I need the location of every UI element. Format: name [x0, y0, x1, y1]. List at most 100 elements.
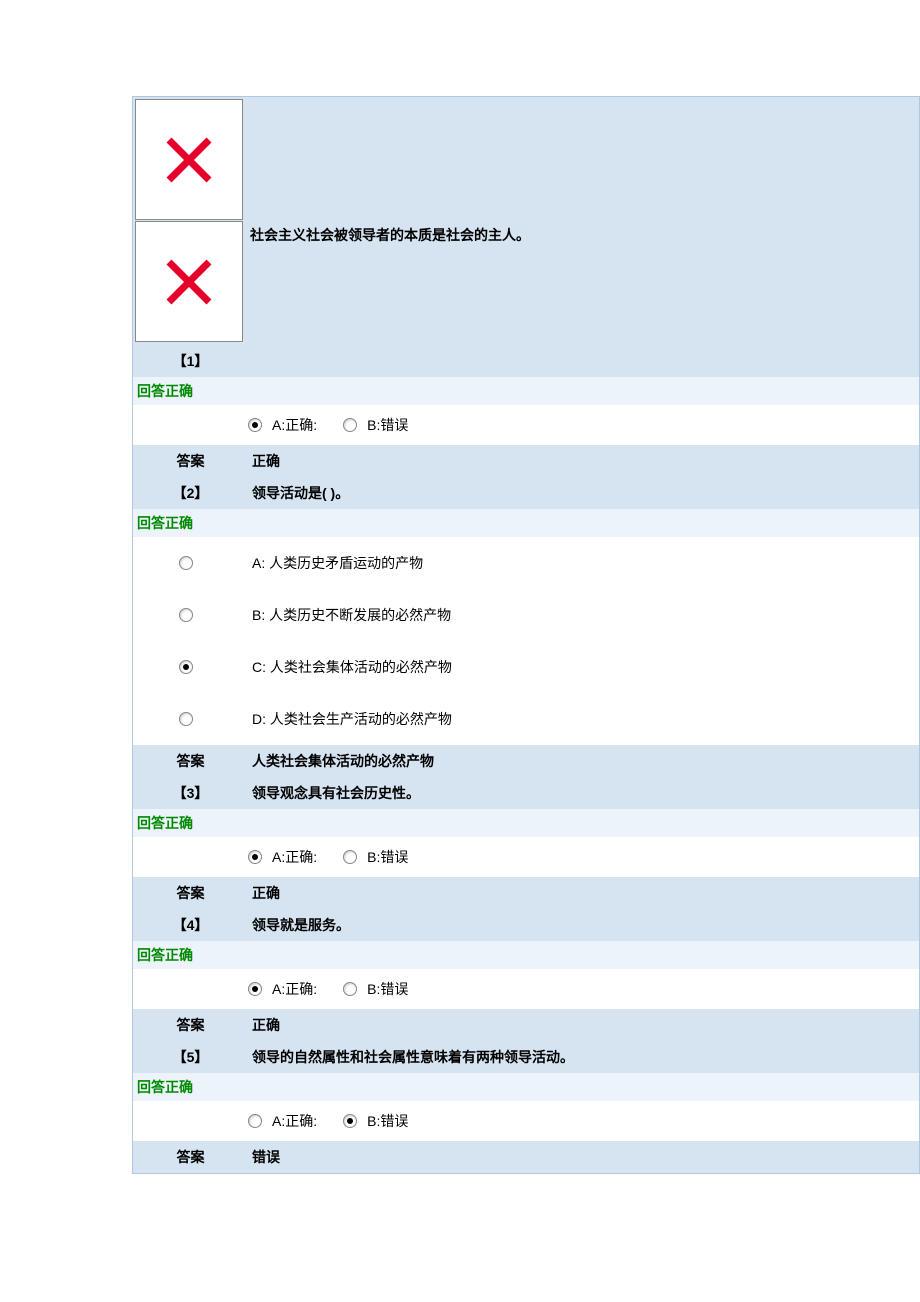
answer-label: 答案 — [133, 877, 248, 909]
q2-option-a-radio — [133, 553, 248, 573]
q2-option-b-text: B: 人类历史不断发展的必然产物 — [248, 605, 919, 625]
q4-answer-value: 正确 — [248, 1009, 919, 1041]
q2-answer-value: 人类社会集体活动的必然产物 — [248, 745, 919, 777]
q2-option-a-row[interactable]: A: 人类历史矛盾运动的产物 — [133, 537, 919, 589]
q1-options: A:正确: B:错误 — [248, 415, 919, 435]
q3-result: 回答正确 — [137, 815, 193, 831]
q2-option-d-text: D: 人类社会生产活动的必然产物 — [248, 709, 919, 729]
q3-answer-row: 答案 正确 — [133, 877, 919, 909]
q4-option-b-label: B:错误 — [367, 979, 408, 999]
q3-option-b-label: B:错误 — [367, 847, 408, 867]
question-1-number: 【1】 — [133, 345, 248, 377]
answer-label: 答案 — [133, 1141, 248, 1173]
radio-icon — [343, 418, 357, 432]
q5-answer-row: 答案 错误 — [133, 1141, 919, 1173]
q2-result-row: 回答正确 — [133, 509, 919, 537]
q1-result-row: 回答正确 — [133, 377, 919, 405]
q1-answer-value: 正确 — [248, 445, 919, 477]
q3-text: 领导观念具有社会历史性。 — [248, 777, 919, 809]
answer-label: 答案 — [133, 445, 248, 477]
radio-icon — [343, 850, 357, 864]
header-left-column: 【1】 — [133, 97, 248, 377]
x-icon — [161, 254, 217, 310]
x-icon — [161, 132, 217, 188]
q3-options: A:正确: B:错误 — [248, 847, 919, 867]
answer-label: 答案 — [133, 1009, 248, 1041]
q1-option-b[interactable]: B:错误 — [343, 415, 408, 435]
q4-options: A:正确: B:错误 — [248, 979, 919, 999]
q5-option-b-label: B:错误 — [367, 1111, 408, 1131]
q2-text: 领导活动是( )。 — [248, 477, 919, 509]
q5-answer-value: 错误 — [248, 1141, 919, 1173]
q2-number: 【2】 — [133, 477, 248, 509]
q1-options-row: A:正确: B:错误 — [133, 405, 919, 445]
q4-header-row: 【4】 领导就是服务。 — [133, 909, 919, 941]
q3-number: 【3】 — [133, 777, 248, 809]
q5-result-row: 回答正确 — [133, 1073, 919, 1101]
radio-icon — [179, 608, 193, 622]
q4-option-b[interactable]: B:错误 — [343, 979, 408, 999]
q3-answer-value: 正确 — [248, 877, 919, 909]
q5-result: 回答正确 — [137, 1079, 193, 1095]
question-1-text: 社会主义社会被领导者的本质是社会的主人。 — [248, 97, 919, 245]
q4-options-row: A:正确: B:错误 — [133, 969, 919, 1009]
radio-icon — [248, 1114, 262, 1128]
quiz-container: 【1】 社会主义社会被领导者的本质是社会的主人。 回答正确 A:正确: B:错误… — [132, 96, 920, 1174]
answer-label: 答案 — [133, 745, 248, 777]
q5-option-b[interactable]: B:错误 — [343, 1111, 408, 1131]
q1-option-a-label: A:正确: — [272, 415, 317, 435]
x-icon-box-1 — [135, 99, 243, 220]
q2-result: 回答正确 — [137, 515, 193, 531]
spacer — [133, 979, 248, 999]
radio-icon — [179, 556, 193, 570]
q2-option-c-radio — [133, 657, 248, 677]
q1-result: 回答正确 — [137, 383, 193, 399]
radio-icon — [248, 418, 262, 432]
spacer — [133, 1111, 248, 1131]
radio-icon — [248, 982, 262, 996]
q3-option-a[interactable]: A:正确: — [248, 847, 317, 867]
q4-number: 【4】 — [133, 909, 248, 941]
spacer — [133, 415, 248, 435]
q3-option-a-label: A:正确: — [272, 847, 317, 867]
header-section: 【1】 社会主义社会被领导者的本质是社会的主人。 — [133, 97, 919, 377]
q2-option-b-row[interactable]: B: 人类历史不断发展的必然产物 — [133, 589, 919, 641]
q4-option-a-label: A:正确: — [272, 979, 317, 999]
q5-header-row: 【5】 领导的自然属性和社会属性意味着有两种领导活动。 — [133, 1041, 919, 1073]
q3-options-row: A:正确: B:错误 — [133, 837, 919, 877]
q2-option-c-text: C: 人类社会集体活动的必然产物 — [248, 657, 919, 677]
x-icon-box-2 — [135, 221, 243, 342]
q1-answer-row: 答案 正确 — [133, 445, 919, 477]
q2-option-c-row[interactable]: C: 人类社会集体活动的必然产物 — [133, 641, 919, 693]
q1-option-b-label: B:错误 — [367, 415, 408, 435]
q2-answer-row: 答案 人类社会集体活动的必然产物 — [133, 745, 919, 777]
radio-icon — [248, 850, 262, 864]
q4-option-a[interactable]: A:正确: — [248, 979, 317, 999]
q2-option-b-radio — [133, 605, 248, 625]
q5-option-a-label: A:正确: — [272, 1111, 317, 1131]
radio-icon — [343, 982, 357, 996]
header-right-column: 社会主义社会被领导者的本质是社会的主人。 — [248, 97, 919, 245]
q5-text: 领导的自然属性和社会属性意味着有两种领导活动。 — [248, 1041, 919, 1073]
q5-options: A:正确: B:错误 — [248, 1111, 919, 1131]
q4-result: 回答正确 — [137, 947, 193, 963]
spacer — [133, 847, 248, 867]
q1-option-a[interactable]: A:正确: — [248, 415, 317, 435]
q3-result-row: 回答正确 — [133, 809, 919, 837]
q2-option-d-radio — [133, 709, 248, 729]
q4-text: 领导就是服务。 — [248, 909, 919, 941]
q4-result-row: 回答正确 — [133, 941, 919, 969]
radio-icon — [179, 712, 193, 726]
q2-option-d-row[interactable]: D: 人类社会生产活动的必然产物 — [133, 693, 919, 745]
q5-options-row: A:正确: B:错误 — [133, 1101, 919, 1141]
q4-answer-row: 答案 正确 — [133, 1009, 919, 1041]
icon-stack — [133, 97, 248, 345]
q3-option-b[interactable]: B:错误 — [343, 847, 408, 867]
radio-icon — [179, 660, 193, 674]
q2-header-row: 【2】 领导活动是( )。 — [133, 477, 919, 509]
q2-option-a-text: A: 人类历史矛盾运动的产物 — [248, 553, 919, 573]
q5-number: 【5】 — [133, 1041, 248, 1073]
q5-option-a[interactable]: A:正确: — [248, 1111, 317, 1131]
radio-icon — [343, 1114, 357, 1128]
q3-header-row: 【3】 领导观念具有社会历史性。 — [133, 777, 919, 809]
